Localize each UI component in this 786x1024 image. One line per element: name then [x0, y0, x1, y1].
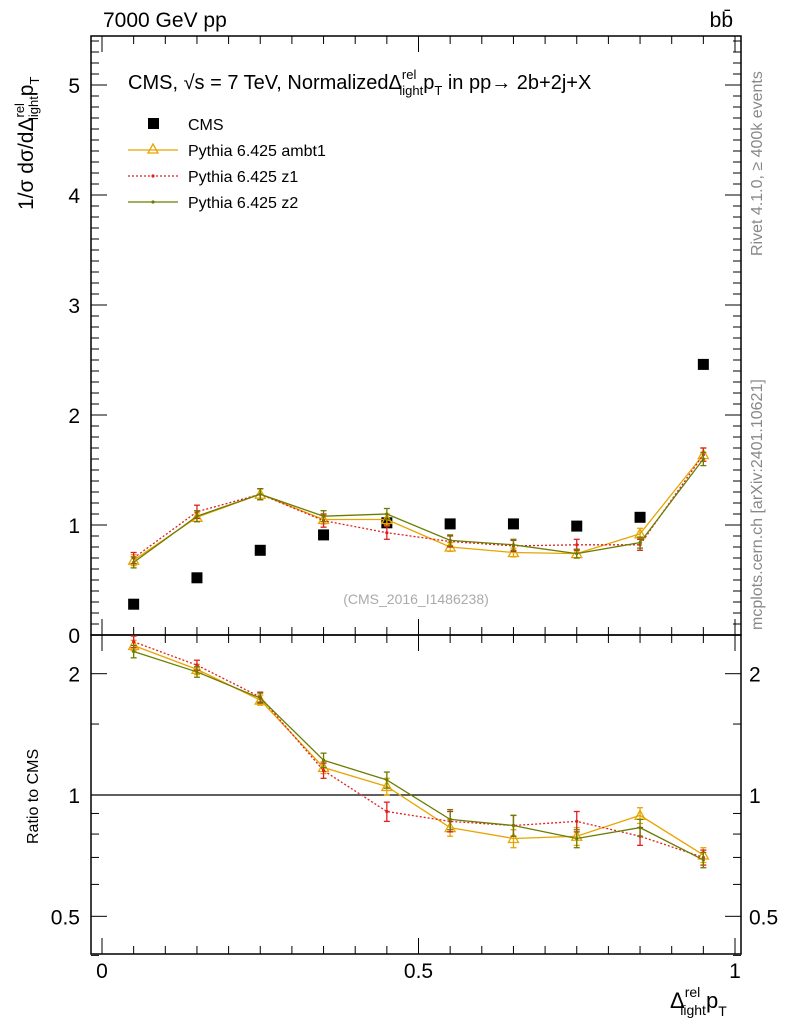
z2-ratio-point	[701, 858, 705, 862]
z2-data-point	[258, 492, 262, 496]
process-label: bb̄	[710, 9, 733, 32]
z2-data-point	[448, 538, 452, 543]
z1-ratio-point	[385, 809, 389, 814]
ratio-tick-label-right: 0.5	[749, 906, 778, 929]
z2-line	[133, 458, 704, 563]
cms-data-point	[697, 358, 709, 370]
rivet-label: Rivet 4.1.0, ≥ 400k events	[749, 71, 766, 256]
legend-ambt1-marker	[146, 142, 160, 154]
z1-ratio-point	[575, 819, 579, 823]
z1-ratio-point	[195, 663, 199, 667]
ratio-tick-label-right: 1	[749, 785, 761, 808]
y-tick-label: 2	[68, 405, 80, 428]
y-tick-label: 5	[68, 75, 80, 98]
z2-ratio-line	[133, 650, 704, 861]
axes-layer: 0 0.5 1 0 1 2 3 4 5 0.5 0.5 1 1 2 2	[51, 36, 778, 983]
z1-data-point	[385, 531, 389, 535]
cms-data-point	[191, 572, 203, 584]
z1-ratio-point	[132, 640, 136, 644]
legend-z1-label: Pythia 6.425 z1	[188, 169, 298, 186]
ratio-y-axis-label: Ratio to CMS	[25, 749, 42, 844]
ambt1-ratio-point	[507, 832, 520, 844]
legend: CMS Pythia 6.425 ambt1 Pythia 6.425 z1 P…	[128, 117, 326, 212]
z2-data-point	[132, 560, 136, 565]
z1-ratio-line	[133, 641, 704, 859]
z2-data-point	[638, 541, 642, 545]
z1-line	[133, 454, 704, 559]
cms-data-point	[254, 544, 266, 556]
ratio-tick-label-right: 2	[749, 664, 761, 687]
cms-data-point	[318, 529, 330, 541]
z2-data-point	[321, 514, 326, 518]
data-layer	[127, 358, 710, 869]
z1-ratio-point	[321, 768, 326, 773]
z2-ratio-point	[321, 758, 326, 762]
z2-ratio-point	[132, 649, 136, 654]
z2-data-point	[575, 552, 579, 556]
energy-label: 7000 GeV pp	[103, 9, 227, 32]
y-axis-label: 1/σ dσ/dΔrellightpT	[12, 77, 42, 211]
z2-ratio-point	[258, 696, 262, 700]
legend-z2-label: Pythia 6.425 z2	[188, 195, 298, 212]
z2-data-point	[195, 514, 199, 518]
z2-ratio-point	[195, 670, 199, 674]
z2-data-point	[385, 512, 389, 516]
x-axis-label: Δrel lightpT	[670, 984, 727, 1019]
z2-ratio-point	[448, 817, 452, 821]
mcplots-label: mcplots.cern.ch [arXiv:2401.10621]	[749, 379, 766, 630]
cms-data-point	[128, 598, 140, 610]
legend-cms-marker	[148, 118, 159, 129]
x-tick-label: 0	[96, 960, 108, 983]
ratio-tick-label: 2	[68, 664, 80, 687]
z2-ratio-point	[575, 836, 579, 841]
cms-data-point	[507, 518, 519, 530]
x-tick-label: 0.5	[404, 960, 433, 983]
cms-data-point	[444, 518, 456, 530]
chart-title: CMS, √s = 7 TeV, NormalizedΔrel lightpT i…	[128, 67, 591, 98]
legend-cms-label: CMS	[188, 117, 224, 134]
y-tick-label: 4	[68, 185, 80, 208]
legend-z2-marker	[151, 200, 155, 204]
x-tick-label: 1	[729, 960, 741, 983]
ratio-tick-label: 0.5	[51, 906, 80, 929]
y-tick-label: 1	[68, 515, 80, 538]
z2-data-point	[511, 543, 516, 547]
z1-data-point	[575, 543, 579, 547]
legend-ambt1-label: Pythia 6.425 ambt1	[188, 143, 326, 160]
y-tick-label: 3	[68, 295, 80, 318]
z2-ratio-point	[638, 826, 642, 830]
z2-ratio-point	[511, 823, 516, 828]
ambt1-ratio-point	[380, 780, 393, 792]
cms-data-point	[634, 511, 646, 523]
legend-z1-marker	[151, 174, 155, 178]
ratio-tick-label: 1	[68, 785, 80, 808]
analysis-watermark: (CMS_2016_I1486238)	[343, 591, 489, 607]
y-tick-label: 0	[68, 625, 80, 648]
z2-ratio-point	[385, 778, 389, 782]
cms-data-point	[571, 520, 583, 532]
z2-data-point	[701, 457, 705, 461]
